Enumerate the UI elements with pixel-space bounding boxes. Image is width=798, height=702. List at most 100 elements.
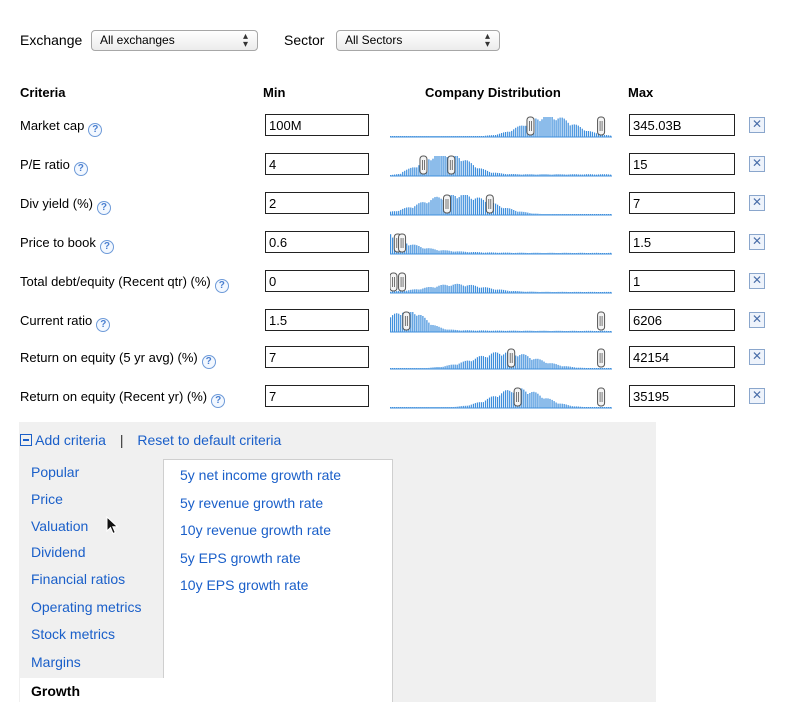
remove-criteria-button[interactable]: ✕ — [749, 117, 765, 133]
growth-item[interactable]: 10y EPS growth rate — [180, 577, 309, 593]
min-slider-handle[interactable] — [513, 387, 522, 407]
min-input[interactable]: 0 — [265, 270, 369, 292]
remove-criteria-button[interactable]: ✕ — [749, 349, 765, 365]
help-icon[interactable]: ? — [214, 279, 229, 293]
minus-box-icon[interactable] — [20, 434, 32, 446]
max-slider-handle[interactable] — [485, 194, 494, 214]
distribution-bar — [497, 204, 499, 215]
distribution-bar — [495, 352, 497, 369]
distribution-bar — [464, 286, 466, 293]
category-operating-metrics[interactable]: Operating metrics — [31, 599, 142, 615]
distribution-bar — [517, 330, 519, 332]
growth-item[interactable]: 5y revenue growth rate — [180, 495, 324, 511]
category-growth[interactable]: Growth — [31, 683, 80, 699]
category-popular[interactable]: Popular — [31, 464, 80, 480]
distribution-bar — [610, 252, 612, 254]
max-input[interactable]: 345.03B — [629, 114, 735, 136]
distribution-bar — [503, 354, 505, 369]
max-input[interactable]: 35195 — [629, 385, 735, 407]
remove-criteria-button[interactable]: ✕ — [749, 234, 765, 250]
remove-criteria-button[interactable]: ✕ — [749, 312, 765, 328]
distribution-bar — [555, 402, 557, 408]
distribution-bar — [601, 134, 604, 137]
min-input[interactable]: 7 — [265, 346, 369, 368]
reset-criteria-link[interactable]: Reset to default criteria — [137, 432, 282, 448]
max-slider-handle[interactable] — [597, 387, 606, 407]
distribution-bar — [531, 392, 533, 408]
distribution-bar — [573, 367, 575, 369]
distribution-bar — [533, 291, 535, 293]
max-slider-handle[interactable] — [398, 233, 407, 253]
distribution-bar — [412, 167, 414, 176]
help-icon[interactable]: ? — [96, 201, 111, 215]
remove-criteria-button[interactable]: ✕ — [749, 388, 765, 404]
max-slider-handle[interactable] — [597, 311, 606, 331]
remove-criteria-button[interactable]: ✕ — [749, 273, 765, 289]
category-valuation[interactable]: Valuation — [31, 518, 89, 534]
help-icon[interactable]: ? — [99, 240, 114, 254]
distribution-bar — [608, 252, 610, 254]
max-input[interactable]: 7 — [629, 192, 735, 214]
min-slider-handle[interactable] — [419, 155, 428, 175]
distribution-bar — [567, 252, 569, 254]
min-slider-handle[interactable] — [507, 348, 516, 368]
min-slider-handle[interactable] — [526, 116, 535, 136]
distribution-bar — [507, 131, 509, 137]
distribution-bar — [501, 330, 503, 332]
distribution-bar — [501, 252, 503, 254]
distribution-bar — [428, 159, 430, 176]
distribution-bar — [608, 291, 610, 293]
growth-subpanel — [163, 459, 393, 702]
min-slider-handle[interactable] — [390, 272, 398, 292]
min-input[interactable]: 2 — [265, 192, 369, 214]
distribution-bar — [531, 359, 533, 369]
distribution-bar — [450, 195, 452, 215]
exchange-select[interactable]: All exchanges ▴ ▾ — [91, 30, 258, 51]
max-input[interactable]: 1 — [629, 270, 735, 292]
distribution-bar — [509, 330, 511, 332]
category-price[interactable]: Price — [31, 491, 63, 507]
distribution-bar — [396, 291, 398, 293]
help-icon[interactable]: ? — [96, 318, 111, 332]
distribution-bar — [533, 359, 535, 369]
growth-item[interactable]: 10y revenue growth rate — [180, 522, 331, 538]
distribution-bar — [458, 330, 460, 332]
growth-item[interactable]: 5y EPS growth rate — [180, 550, 301, 566]
min-input[interactable]: 4 — [265, 153, 369, 175]
distribution-bar — [470, 330, 472, 332]
distribution-bar — [484, 287, 487, 293]
distribution-bar — [499, 330, 501, 332]
min-input[interactable]: 1.5 — [265, 309, 369, 331]
max-slider-handle[interactable] — [398, 272, 407, 292]
distribution-bar — [400, 173, 402, 176]
max-input[interactable]: 6206 — [629, 309, 735, 331]
remove-criteria-button[interactable]: ✕ — [749, 195, 765, 211]
max-input[interactable]: 15 — [629, 153, 735, 175]
help-icon[interactable]: ? — [201, 355, 216, 369]
category-margins[interactable]: Margins — [31, 654, 81, 670]
min-input[interactable]: 100M — [265, 114, 369, 136]
add-criteria-link[interactable]: Add criteria — [35, 432, 106, 448]
max-slider-handle[interactable] — [447, 155, 456, 175]
min-input[interactable]: 7 — [265, 385, 369, 407]
min-input[interactable]: 0.6 — [265, 231, 369, 253]
max-input[interactable]: 1.5 — [629, 231, 735, 253]
help-icon[interactable]: ? — [211, 394, 226, 408]
min-slider-handle[interactable] — [443, 194, 451, 214]
help-icon[interactable]: ? — [88, 123, 103, 137]
category-financial-ratios[interactable]: Financial ratios — [31, 571, 126, 587]
max-slider-handle[interactable] — [597, 116, 606, 136]
max-input[interactable]: 42154 — [629, 346, 735, 368]
distribution-bar — [549, 252, 551, 254]
sector-select[interactable]: All Sectors ▴ ▾ — [336, 30, 500, 51]
distribution-bar — [412, 289, 414, 293]
category-dividend[interactable]: Dividend — [31, 544, 86, 560]
category-stock-metrics[interactable]: Stock metrics — [31, 626, 116, 642]
remove-criteria-button[interactable]: ✕ — [749, 156, 765, 172]
max-slider-handle[interactable] — [597, 348, 606, 368]
min-slider-handle[interactable] — [402, 311, 411, 331]
distribution-bar — [511, 291, 513, 293]
distribution-bar — [404, 170, 406, 176]
help-icon[interactable]: ? — [73, 162, 88, 176]
growth-item[interactable]: 5y net income growth rate — [180, 467, 342, 483]
